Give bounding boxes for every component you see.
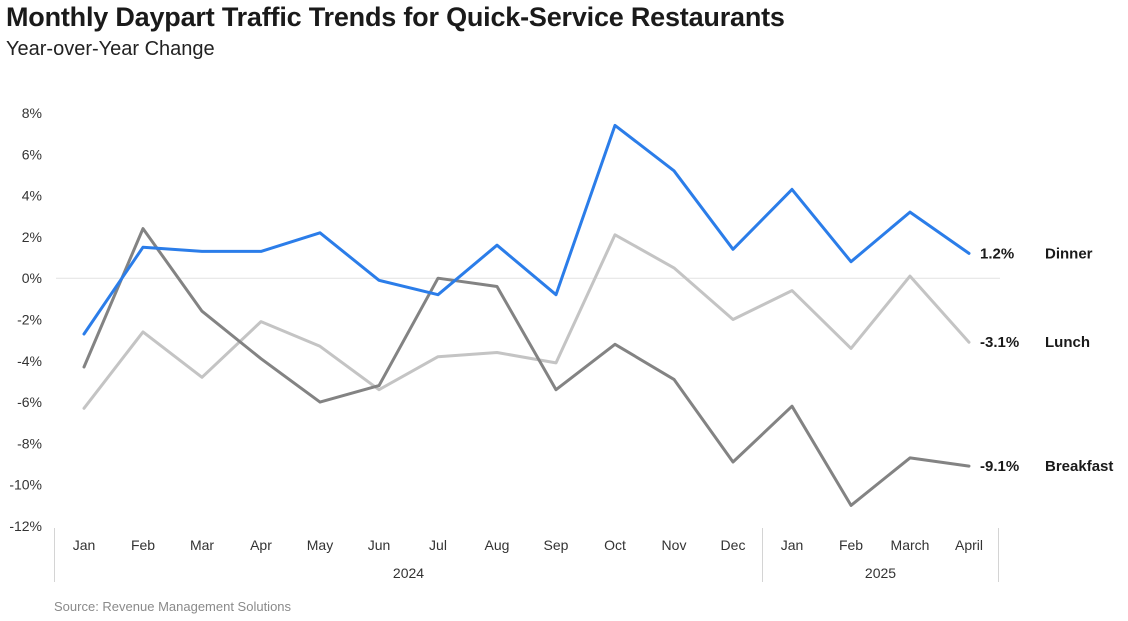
- y-tick-label: -8%: [17, 435, 42, 451]
- x-tick-label: Jan: [781, 537, 804, 553]
- chart-title: Monthly Daypart Traffic Trends for Quick…: [6, 2, 785, 32]
- x-group-label: 2024: [393, 565, 424, 581]
- series-name-label: Dinner: [1045, 245, 1093, 262]
- y-axis: -12% -10% -8% -6% -4% -2% 0% 2% 4% 6% 8%: [9, 105, 1000, 534]
- x-tick-label: Feb: [131, 537, 155, 553]
- y-tick-label: -12%: [9, 518, 42, 534]
- y-tick-label: -2%: [17, 312, 42, 328]
- series-line-dinner: [82, 123, 971, 336]
- end-value-label: 1.2%: [980, 245, 1014, 262]
- y-tick-label: -6%: [17, 394, 42, 410]
- x-tick-label: Sep: [544, 537, 569, 553]
- series-layer: [82, 123, 971, 507]
- series-name-label: Lunch: [1045, 334, 1090, 351]
- x-tick-label: May: [307, 537, 333, 553]
- y-tick-label: -10%: [9, 477, 42, 493]
- series-name-label: Breakfast: [1045, 458, 1113, 475]
- y-tick-label: 6%: [22, 146, 42, 162]
- series-line-breakfast: [82, 227, 971, 507]
- x-tick-label: Jan: [73, 537, 96, 553]
- x-tick-label: Feb: [839, 537, 863, 553]
- series-labels: 1.2% Dinner -3.1% Lunch -9.1% Breakfast: [980, 245, 1113, 475]
- x-tick-label: Nov: [662, 537, 687, 553]
- y-tick-label: 2%: [22, 229, 42, 245]
- end-value-label: -3.1%: [980, 334, 1019, 351]
- x-tick-label: April: [955, 537, 983, 553]
- chart-subtitle: Year-over-Year Change: [6, 38, 215, 60]
- x-axis: Jan Feb Mar Apr May Jun Jul Aug Sep Oct Nov Dec Jan F…: [54, 528, 999, 582]
- series-line-lunch: [82, 233, 971, 410]
- x-tick-label: Oct: [604, 537, 626, 553]
- x-tick-label: Jun: [368, 537, 391, 553]
- x-tick-label: Jul: [429, 537, 447, 553]
- end-value-label: -9.1%: [980, 458, 1019, 475]
- x-tick-label: March: [891, 537, 930, 553]
- x-tick-label: Mar: [190, 537, 214, 553]
- y-tick-label: -4%: [17, 353, 42, 369]
- source-note: Source: Revenue Management Solutions: [54, 599, 292, 614]
- x-tick-label: Dec: [721, 537, 746, 553]
- x-group-label: 2025: [865, 565, 896, 581]
- y-tick-label: 8%: [22, 105, 42, 121]
- x-tick-label: Apr: [250, 537, 272, 553]
- y-tick-label: 4%: [22, 188, 42, 204]
- y-tick-label: 0%: [22, 270, 42, 286]
- x-tick-label: Aug: [485, 537, 510, 553]
